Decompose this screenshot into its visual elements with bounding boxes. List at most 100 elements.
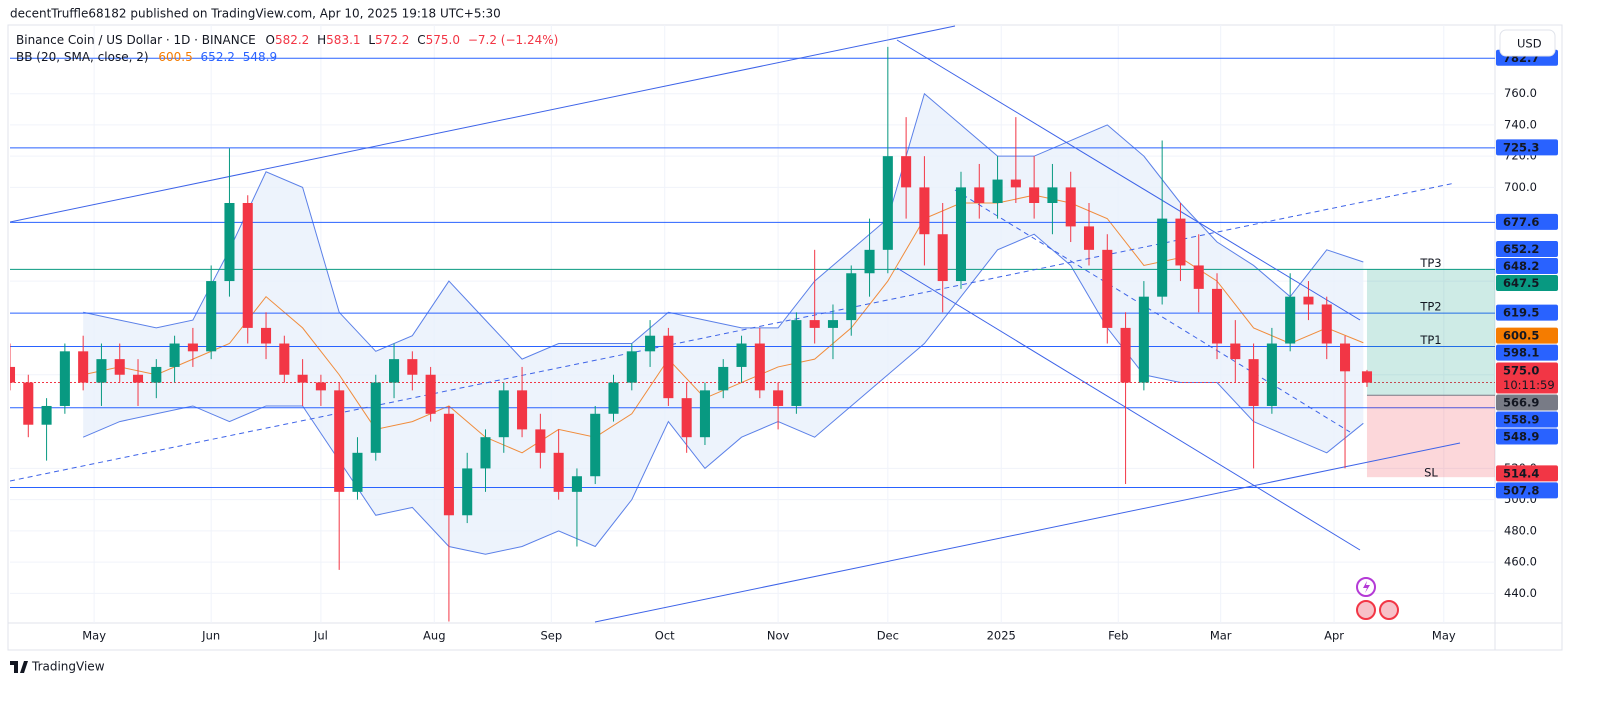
band-upper — [83, 92, 1364, 360]
candle-body — [242, 202, 253, 328]
candle-body — [773, 390, 784, 406]
price-label-box — [1496, 411, 1558, 428]
candle-body — [571, 476, 582, 492]
indicator-value: 600.5 — [158, 50, 192, 64]
x-tick-label: Aug — [423, 629, 445, 643]
price-label-box — [1496, 241, 1558, 258]
candle-body — [919, 187, 930, 235]
trendline — [10, 25, 956, 223]
currency-button[interactable] — [1499, 29, 1556, 57]
candle-body — [626, 351, 637, 383]
currency-label: USD — [1517, 37, 1542, 51]
legend-line: Binance Coin / US Dollar · 1D · BINANCE … — [16, 33, 558, 47]
y-tick-label: 480.0 — [1504, 523, 1537, 537]
candle-body — [827, 320, 838, 328]
candle-body — [1157, 218, 1168, 297]
position-tool: TP3 TP2 TP1 SL — [1366, 256, 1495, 480]
event-icon-bolt — [1363, 581, 1370, 593]
candle-body — [1083, 226, 1095, 250]
candle-body — [1340, 343, 1351, 372]
change: −7.2 (−1.24%) — [468, 33, 559, 47]
x-tick-label: 2025 — [987, 629, 1016, 643]
event-icon[interactable] — [1356, 600, 1376, 620]
price-label: 558.9 — [1503, 413, 1539, 427]
price-label-box — [1496, 465, 1558, 482]
candle-body — [23, 382, 34, 425]
ohlc-key: H — [317, 33, 326, 47]
candle-body — [10, 366, 16, 383]
logo-mark — [10, 661, 28, 673]
price-label: 598.1 — [1503, 346, 1539, 360]
candle-body — [681, 398, 692, 438]
loss-zone — [1366, 395, 1495, 478]
price-label: 677.6 — [1503, 215, 1539, 229]
candle-body — [224, 202, 235, 282]
candle-body — [1285, 296, 1296, 344]
profit-zone — [1366, 269, 1495, 396]
brand-logo: TradingView — [10, 660, 105, 674]
price-label-box — [1496, 139, 1558, 156]
target-label: TP1 — [1419, 333, 1441, 347]
candle-body — [114, 359, 125, 375]
candles — [10, 46, 1373, 622]
price-label: 648.2 — [1503, 259, 1539, 273]
price-label-box — [1496, 428, 1558, 445]
candle-body — [1211, 288, 1223, 344]
price-label: 619.5 — [1503, 306, 1539, 320]
candle-body — [261, 327, 272, 344]
candle-body — [901, 156, 912, 188]
target-label: TP2 — [1419, 300, 1441, 314]
candle-body — [1303, 296, 1314, 305]
price-label: 566.9 — [1503, 396, 1539, 410]
candle-body — [297, 374, 308, 383]
candle-body — [1321, 304, 1332, 344]
candle-body — [590, 413, 601, 477]
x-tick-label: Dec — [877, 629, 899, 643]
candle-body — [1029, 187, 1040, 203]
price-label: 725.3 — [1503, 140, 1539, 154]
ohlc-key: L — [368, 33, 375, 47]
candle-body — [407, 359, 418, 375]
price-label-box — [1496, 482, 1558, 499]
ohlc-key: O — [266, 33, 275, 47]
trendlines — [10, 25, 1461, 623]
candle-body — [352, 452, 363, 492]
price-label: 600.5 — [1503, 329, 1539, 343]
candle-body — [1065, 187, 1076, 227]
candle-body — [663, 335, 674, 399]
x-tick-label: Nov — [767, 629, 790, 643]
x-tick-label: Sep — [540, 629, 562, 643]
levels — [10, 57, 1495, 488]
event-icons — [1356, 577, 1399, 620]
candle-body — [498, 390, 509, 438]
x-tick-label: May — [1432, 629, 1456, 643]
candle-body — [1010, 179, 1021, 188]
candle-body — [718, 366, 729, 391]
x-tick-label: Feb — [1108, 629, 1128, 643]
candle-body — [645, 335, 656, 352]
price-label: 507.8 — [1503, 483, 1539, 497]
candle-body — [425, 374, 436, 414]
candle-body — [1230, 343, 1241, 360]
candle-body — [443, 413, 454, 516]
candle-body — [699, 390, 710, 438]
candle-body — [809, 320, 820, 328]
ohlc-value: 583.1 — [326, 33, 360, 47]
candle-body — [370, 382, 381, 453]
event-icon[interactable] — [1379, 600, 1399, 620]
x-tick-label: Jun — [201, 629, 220, 643]
price-label-box — [1496, 213, 1558, 230]
candle-body — [78, 351, 89, 383]
candle-body — [791, 320, 802, 406]
x-tick-label: Oct — [655, 629, 675, 643]
price-label-box — [1496, 362, 1558, 394]
y-tick-label: 740.0 — [1504, 117, 1537, 131]
price-label-box — [1496, 344, 1558, 361]
candle-body — [1361, 371, 1373, 383]
candle-body — [1266, 343, 1277, 406]
candle-body — [754, 343, 765, 391]
candle-body — [882, 156, 893, 250]
x-tick-label: Mar — [1210, 629, 1232, 643]
x-tick-label: Jul — [313, 629, 328, 643]
candle-body — [1047, 187, 1058, 203]
